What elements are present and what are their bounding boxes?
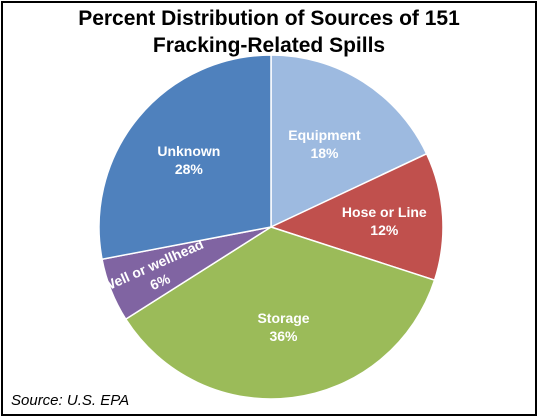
slice-label-group: Hose or Line 12% xyxy=(342,204,427,238)
slice-label-group: Unknown 28% xyxy=(157,143,220,177)
source-note: Source: U.S. EPA xyxy=(11,392,130,409)
chart-title-line-2: Fracking-Related Spills xyxy=(152,34,386,57)
slice-label: Hose or Line xyxy=(342,204,427,220)
slice-value-label: 6% xyxy=(147,270,172,293)
slice-value-label: 28% xyxy=(175,161,204,177)
slice-label-group: Equipment 18% xyxy=(288,127,361,161)
chart-title: Percent Distribution of Sources of 151 F… xyxy=(3,5,535,59)
slice-value-label: 36% xyxy=(269,328,298,344)
slice-label: Storage xyxy=(257,310,309,326)
slice-label: Equipment xyxy=(288,127,361,143)
chart-title-line-1: Percent Distribution of Sources of 151 xyxy=(78,7,460,30)
pie-slice-unknown xyxy=(98,54,272,261)
pie-slice-hose-or-line xyxy=(268,152,444,282)
slice-label: Unknown xyxy=(157,143,220,159)
slice-value-label: 12% xyxy=(370,222,399,238)
slice-value-label: 18% xyxy=(310,145,339,161)
pie-slice-storage xyxy=(124,226,436,400)
slice-label-group: Storage 36% xyxy=(257,310,309,344)
pie-slice-equipment xyxy=(270,54,428,229)
